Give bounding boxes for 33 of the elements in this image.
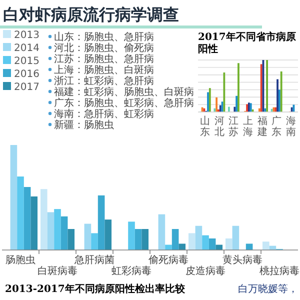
x-tick-label: 福建 (256, 115, 268, 138)
x-tick-label: 河北 (214, 115, 224, 138)
text: 广东：肠胞虫、虹彩病、急肝病 (54, 97, 194, 109)
text: 2013-2017年不同病原阳性检出率比较 (5, 283, 186, 295)
x-tick-label: 偷死病毒 (148, 254, 188, 266)
text: 白万晓媛等， (238, 283, 298, 295)
x-tick-label: 皮造病毒 (186, 265, 226, 277)
x-tick-label: 虹彩病毒 (112, 265, 152, 277)
legend-label: 2015 (14, 56, 40, 67)
x-tick-label: 肠胞虫 (6, 254, 36, 266)
x-tick-label: 白斑病毒 (38, 265, 78, 277)
x-tick-label: 上海 (243, 115, 253, 138)
text: 上海：肠胞虫、白斑病 (54, 64, 154, 76)
text: 新疆：肠胞虫 (54, 119, 114, 131)
x-tick-label: 桃拉病毒 (260, 265, 300, 277)
x-tick-label: 山东 (200, 115, 210, 138)
text: 河北：肠胞虫、偷死病 (54, 42, 154, 54)
text: 浙江：虹彩病、急肝病 (54, 75, 154, 87)
x-tick-label: 海南 (286, 115, 296, 138)
x-tick-label: 江苏 (228, 115, 239, 138)
text: 白对虾病原流行病学调查 (3, 5, 179, 24)
legend-label: 2016 (14, 69, 40, 80)
text: 福建：虹彩病、肠胞虫、白斑病 (54, 86, 194, 98)
legend-label: 2013 (14, 30, 40, 41)
x-tick-label: 黄头病毒 (222, 254, 262, 266)
text: 江苏：肠胞虫、急肝病 (54, 53, 154, 65)
text: 山东：肠胞虫、急肝病 (54, 31, 154, 43)
x-tick-label: 急肝病菌 (74, 254, 114, 266)
x-tick-label: 广东 (272, 115, 282, 138)
legend-label: 2014 (14, 43, 40, 54)
legend-label: 2017 (14, 82, 40, 93)
text: 海南：急肝病、虹彩病 (54, 108, 154, 120)
chart-title: 2017年不同省市病原阳性 (198, 31, 296, 55)
